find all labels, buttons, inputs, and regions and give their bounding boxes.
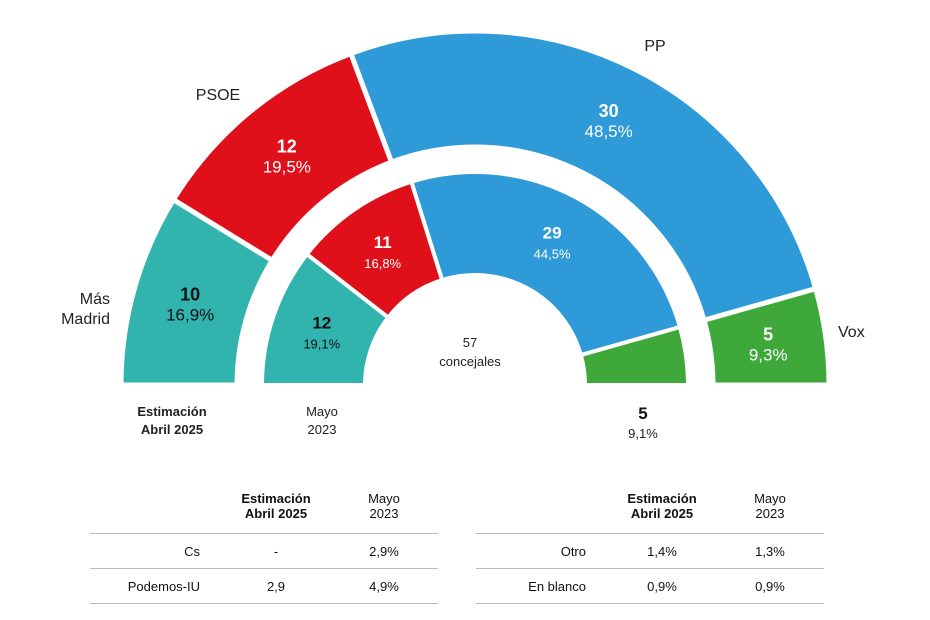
row-estimate: - (222, 533, 330, 569)
row-prev: 2,9% (330, 533, 438, 569)
vote-pct-m-s-madrid: 16,9% (166, 305, 214, 324)
seat-count-psoe: 12 (277, 137, 297, 157)
row-label: Otro (476, 533, 608, 569)
vox-2023-pct: 9,1% (628, 426, 658, 441)
inner-ring-mayo-2023: 12 19,1% 11 16,8% 29 44,5% (259, 170, 691, 387)
seat-segment-vox (700, 285, 832, 388)
header-empty (476, 491, 608, 534)
vote-pct-m-s-madrid: 19,1% (303, 336, 340, 351)
seat-segment-pp (408, 170, 683, 358)
center-seats-unit: concejales (439, 354, 501, 369)
row-label: En blanco (476, 568, 608, 604)
vote-pct-pp: 44,5% (534, 247, 571, 262)
seat-count-m-s-madrid: 10 (180, 284, 200, 304)
header-prev: Mayo 2023 (754, 491, 786, 521)
seat-segment-pp (347, 28, 819, 324)
party-label-mas-madrid-line1: Más (80, 291, 110, 308)
seat-count-psoe: 11 (374, 233, 392, 252)
inner-ring-name-line1: Mayo (306, 404, 338, 419)
party-label-psoe: PSOE (196, 87, 240, 104)
row-prev: 0,9% (716, 568, 824, 604)
header-estimate: Estimación Abril 2025 (241, 491, 311, 521)
header-empty (90, 491, 222, 534)
vote-pct-pp: 48,5% (585, 122, 633, 141)
center-seats-value: 57 (463, 335, 477, 350)
seat-count-pp: 30 (599, 101, 619, 121)
table-row: Cs - 2,9% (90, 533, 438, 569)
inner-ring-name-line2: 2023 (308, 422, 337, 437)
other-parties-table-left: Estimación Abril 2025 Mayo 2023 Cs - 2,9% … (90, 491, 438, 604)
party-label-mas-madrid-line2: Madrid (61, 311, 110, 328)
header-estimate: Estimación Abril 2025 (627, 491, 697, 521)
row-prev: 1,3% (716, 533, 824, 569)
outer-ring-name-line2: Abril 2025 (141, 422, 203, 437)
seat-segment-vox (578, 324, 691, 387)
seat-count-vox: 5 (763, 324, 773, 344)
table-row: Otro 1,4% 1,3% (476, 533, 824, 569)
party-label-vox: Vox (838, 324, 865, 341)
party-label-pp: PP (644, 38, 665, 55)
row-estimate: 2,9 (222, 568, 330, 604)
vote-pct-vox: 9,3% (749, 345, 788, 364)
row-estimate: 0,9% (608, 568, 716, 604)
table-row: En blanco 0,9% 0,9% (476, 568, 824, 604)
row-estimate: 1,4% (608, 533, 716, 569)
vote-pct-psoe: 19,5% (263, 158, 311, 177)
outer-ring-name-line1: Estimación (137, 404, 206, 419)
table-row: Podemos-IU 2,9 4,9% (90, 568, 438, 604)
header-prev: Mayo 2023 (368, 491, 400, 521)
seat-count-pp: 29 (543, 224, 562, 243)
row-label: Cs (90, 533, 222, 569)
row-prev: 4,9% (330, 568, 438, 604)
seat-count-m-s-madrid: 12 (312, 313, 331, 332)
vote-pct-psoe: 16,8% (364, 256, 401, 271)
other-parties-table-right: Estimación Abril 2025 Mayo 2023 Otro 1,4% … (476, 491, 824, 604)
row-label: Podemos-IU (90, 568, 222, 604)
vox-2023-seats: 5 (638, 404, 647, 423)
